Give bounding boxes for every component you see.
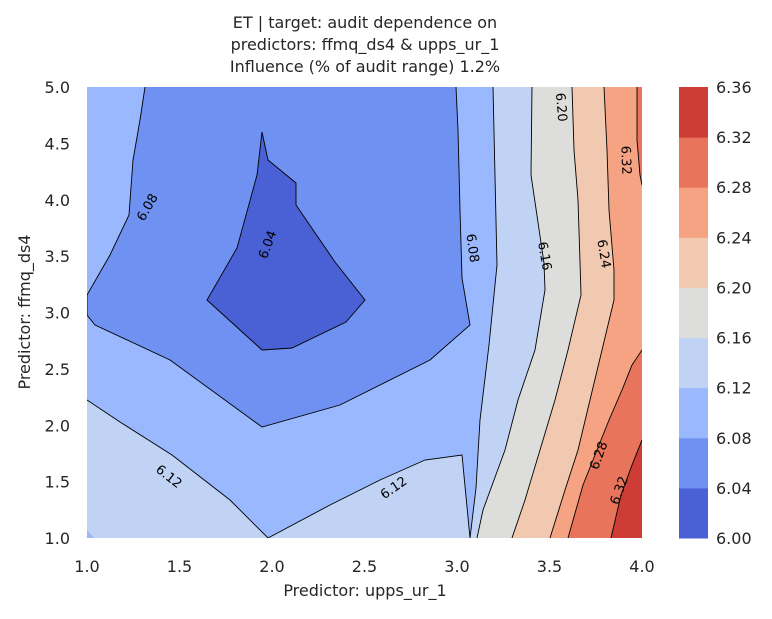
band-6.12-6.16-bottom (268, 455, 470, 538)
colorbar-segment (679, 337, 708, 389)
colorbar-segment (679, 137, 708, 188)
colorbar-tick-label: 6.24 (716, 228, 752, 247)
colorbar-segment (679, 387, 708, 439)
contour-line-6.04 (206, 131, 366, 351)
y-tick-label: 3.5 (45, 247, 70, 266)
y-tick-label: 2.0 (45, 416, 70, 435)
colorbar-segment (679, 437, 708, 489)
x-tick-label: 2.0 (259, 557, 284, 576)
colorbar-segment (679, 87, 708, 138)
contour-label: 6.20 (552, 92, 569, 122)
contour-line-6.28-top (636, 87, 642, 186)
band-6.32-6.36 (611, 440, 642, 538)
y-axis-label: Predictor: ffmq_ds4 (15, 234, 35, 389)
colorbar-tick-label: 6.08 (716, 429, 752, 448)
colorbar-tick-label: 6.36 (716, 78, 752, 97)
colorbar (679, 87, 708, 539)
y-tick-label: 4.0 (45, 191, 70, 210)
colorbar-ticks: 6.00 6.04 6.08 6.12 6.16 6.20 6.24 6.28 6.32 6.36 (716, 78, 752, 548)
band-6.28-6.32-top (637, 87, 642, 185)
x-tick-label: 4.0 (629, 557, 654, 576)
contour-label: 6.24 (593, 238, 613, 269)
contour-line-6.24 (549, 87, 615, 538)
x-tick-label: 1.5 (167, 557, 192, 576)
colorbar-tick-label: 6.32 (716, 128, 752, 147)
band-6.00-6.04 (207, 132, 365, 350)
x-tick-label: 1.0 (74, 557, 99, 576)
contour-label: 6.08 (462, 233, 481, 264)
band-6.12-6.16-left (87, 400, 268, 538)
contour-line-6.12-bottom (267, 454, 471, 538)
y-tick-label: 1.5 (45, 473, 70, 492)
contour-line-6.12-left (87, 399, 269, 538)
colorbar-tick-label: 6.12 (716, 379, 752, 398)
contour-line-6.28 (567, 349, 642, 538)
colorbar-tick-label: 6.00 (716, 529, 752, 548)
chart-title-line-3: Influence (% of audit range) 1.2% (230, 57, 500, 76)
colorbar-segment (679, 487, 708, 539)
contour-line-6.32 (610, 439, 642, 538)
y-tick-label: 2.5 (45, 360, 70, 379)
x-axis-ticks: 1.0 1.5 2.0 2.5 3.0 3.5 4.0 (74, 557, 654, 576)
colorbar-tick-label: 6.20 (716, 278, 752, 297)
contour-line-6.12-right (469, 87, 498, 538)
colorbar-segment (679, 287, 708, 339)
colorbar-segment (679, 237, 708, 288)
colorbar-tick-label: 6.28 (716, 178, 752, 197)
y-tick-label: 1.0 (45, 529, 70, 548)
colorbar-tick-label: 6.04 (716, 479, 752, 498)
contour-line-6.16 (476, 87, 546, 538)
x-tick-label: 3.5 (537, 557, 562, 576)
contour-label: 6.32 (617, 146, 633, 175)
contour-line-6.08 (87, 87, 471, 428)
contour-line-6.20 (511, 87, 582, 538)
x-tick-label: 3.0 (444, 557, 469, 576)
y-tick-label: 4.5 (45, 134, 70, 153)
chart-title-line-2: predictors: ffmq_ds4 & upps_ur_1 (231, 35, 500, 55)
x-axis-label: Predictor: upps_ur_1 (283, 581, 446, 601)
y-axis-ticks: 1.0 1.5 2.0 2.5 3.0 3.5 4.0 4.5 5.0 (45, 78, 70, 548)
contour-label: 6.16 (534, 241, 554, 272)
chart-title-line-1: ET | target: audit dependence on (233, 13, 497, 32)
contour-lines (87, 87, 642, 538)
colorbar-tick-label: 6.16 (716, 329, 752, 348)
y-tick-label: 5.0 (45, 78, 70, 97)
x-tick-label: 2.5 (352, 557, 377, 576)
colorbar-segment (679, 187, 708, 238)
contour-bands (87, 87, 642, 538)
y-tick-label: 3.0 (45, 304, 70, 323)
